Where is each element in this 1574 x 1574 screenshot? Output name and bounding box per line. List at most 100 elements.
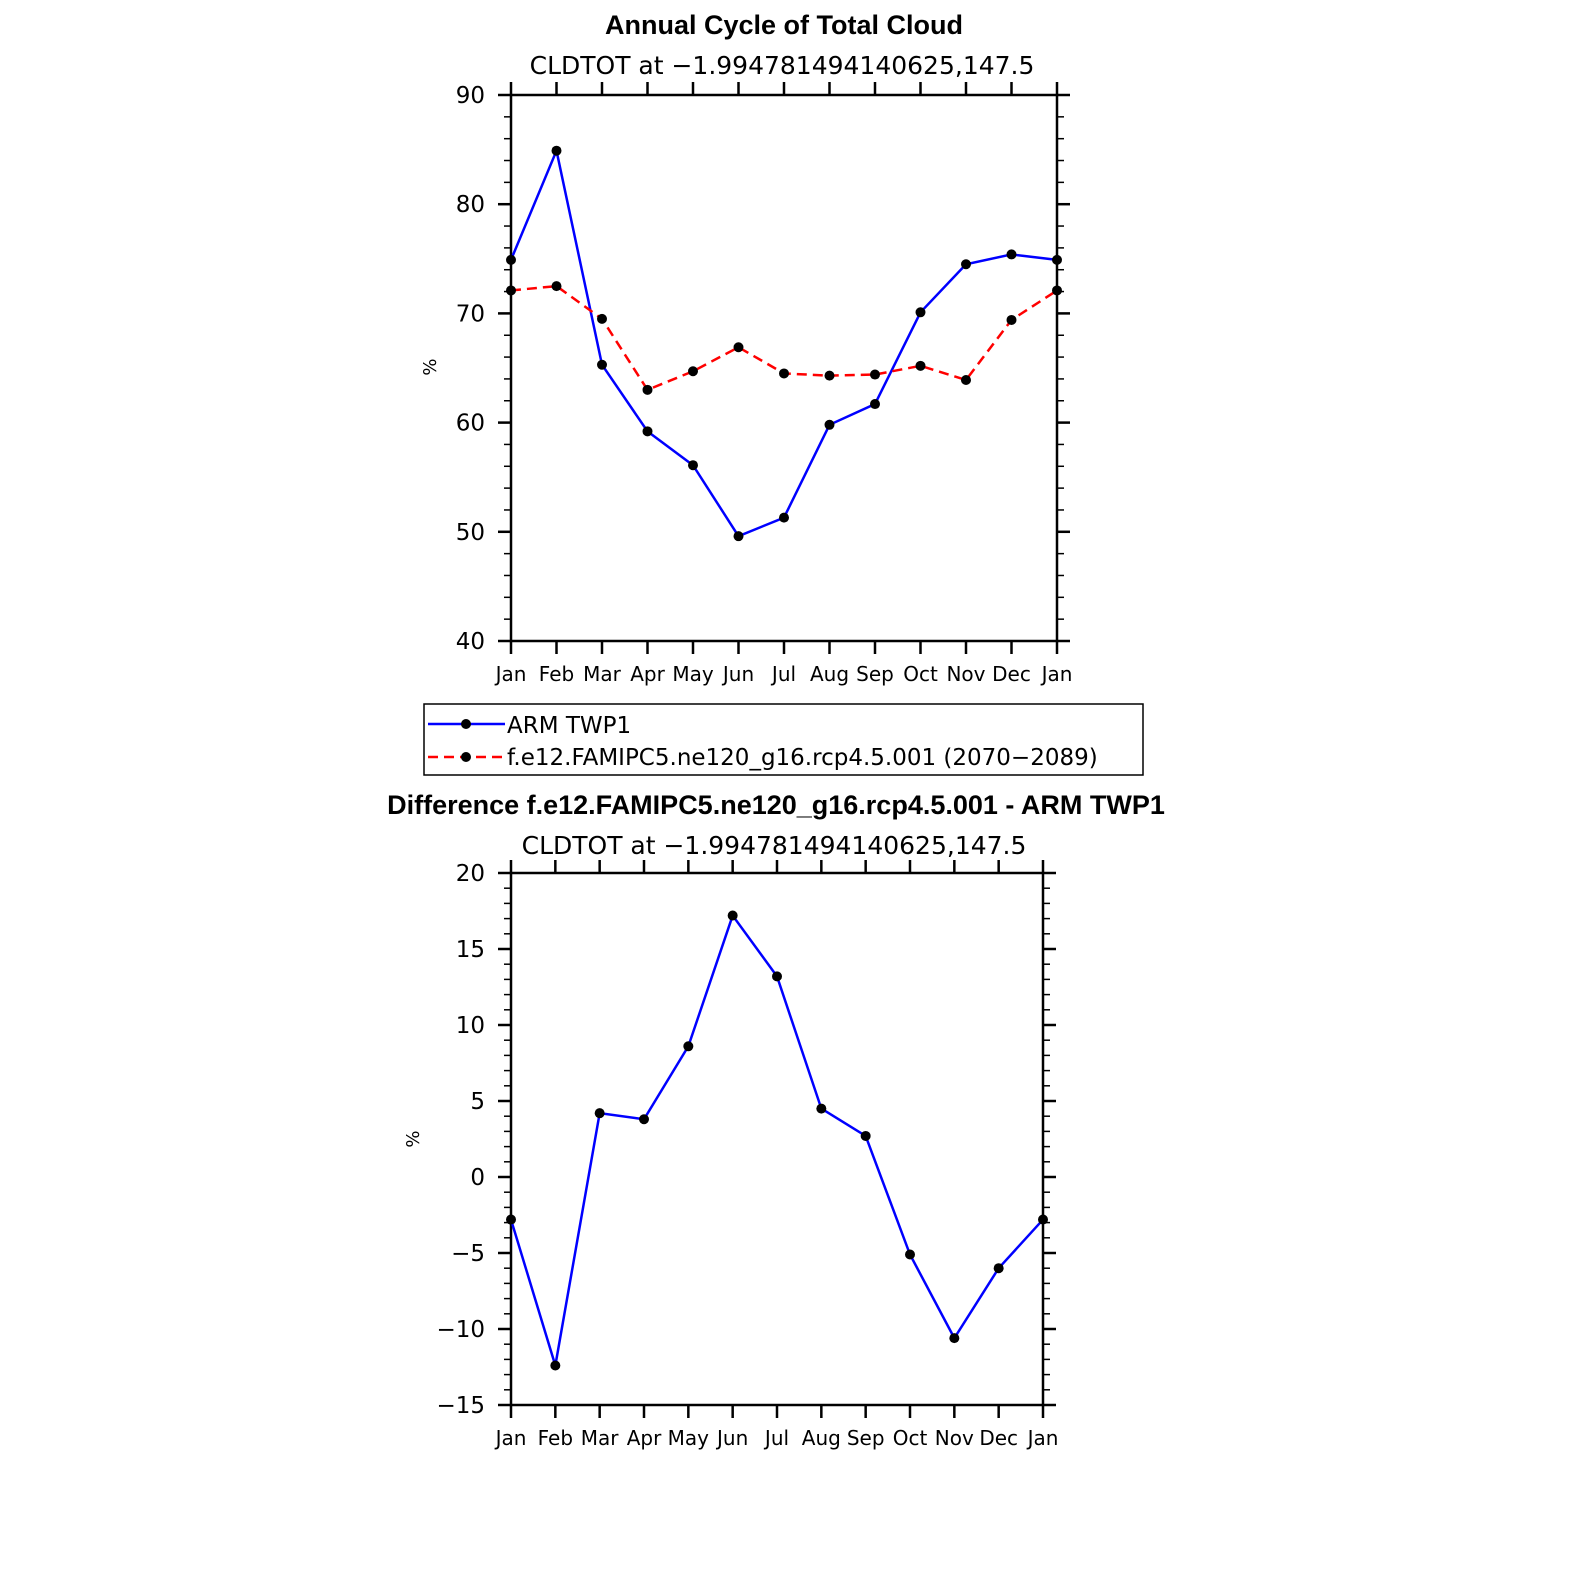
x-tick-label: Feb	[538, 1426, 573, 1450]
data-point-0	[993, 1263, 1004, 1274]
data-point-0	[506, 1214, 516, 1225]
x-tick-label: Apr	[627, 1426, 662, 1450]
x-tick-label: Mar	[583, 662, 622, 686]
plot-area: −15 −10 −5 0 5 10 15 20 Jan Feb Mar Apr May Jun Jul Aug…	[436, 860, 1058, 1450]
y-tick-label: 40	[456, 629, 485, 655]
y-tick-label: 50	[456, 520, 485, 546]
data-point-0	[816, 1103, 827, 1114]
x-tick-label: Jan	[494, 1426, 527, 1450]
legend-marker-arm	[461, 719, 471, 729]
legend-entry-arm: ARM TWP1	[428, 713, 631, 739]
legend-marker-model	[461, 752, 471, 762]
data-point-0	[597, 359, 607, 370]
data-point-1	[915, 360, 926, 371]
plot-frame	[509, 93, 1059, 643]
x-tick-label: Jun	[721, 662, 754, 686]
data-point-1	[824, 370, 835, 381]
data-point-0	[860, 1130, 871, 1141]
data-point-1	[551, 281, 562, 292]
data-point-1	[506, 285, 516, 296]
data-point-1	[779, 368, 789, 379]
y-tick-label: −15	[436, 1393, 485, 1419]
legend-label-arm: ARM TWP1	[507, 713, 631, 739]
legend-box	[423, 703, 1144, 776]
legend-entry-model: f.e12.FAMIPC5.ne120_g16.rcp4.5.001 (2070…	[428, 745, 1098, 771]
x-tick-label: Jun	[715, 1426, 748, 1450]
data-point-0	[870, 399, 880, 410]
x-tick-label: Apr	[630, 662, 665, 686]
x-tick-label: Aug	[802, 1426, 841, 1450]
data-point-1	[870, 369, 880, 380]
data-point-0	[642, 426, 653, 437]
y-tick-label: 15	[456, 937, 485, 963]
data-point-0	[1052, 254, 1062, 265]
data-point-0	[639, 1114, 649, 1125]
x-tick-label: Jul	[770, 662, 796, 686]
y-axis-label: %	[403, 1130, 424, 1147]
y-tick-label: 60	[456, 411, 485, 437]
data-point-1	[733, 342, 744, 353]
data-point-1	[642, 384, 653, 395]
y-tick-label: 80	[456, 192, 485, 218]
data-point-0	[1038, 1214, 1048, 1225]
x-tick-label: Sep	[856, 662, 894, 686]
series-line-0	[509, 912, 1044, 1366]
x-tick-label: Dec	[992, 662, 1031, 686]
data-point-0	[824, 419, 835, 430]
y-tick-label: −10	[436, 1317, 485, 1343]
x-tick-label: Oct	[893, 1426, 928, 1450]
chart-subtitle: CLDTOT at −1.994781494140625,147.5	[522, 831, 1027, 860]
y-tick-label: 90	[456, 83, 485, 109]
data-point-0	[915, 307, 926, 318]
data-point-1	[1052, 285, 1062, 296]
annual-cycle-chart: Annual Cycle of Total Cloud CLDTOT at −1…	[420, 10, 1072, 686]
data-point-1	[597, 313, 607, 324]
legend-label-model: f.e12.FAMIPC5.ne120_g16.rcp4.5.001 (2070…	[507, 745, 1098, 771]
data-point-0	[772, 971, 782, 982]
x-tick-label: Jan	[494, 662, 527, 686]
x-tick-label: Nov	[935, 1426, 974, 1450]
x-tick-label: Aug	[810, 662, 849, 686]
data-point-0	[961, 259, 971, 270]
y-tick-label: 10	[456, 1013, 485, 1039]
plot-area: 40 50 60 70 80 90 Jan Feb Mar Apr May Jun Jul Aug Sep O…	[456, 82, 1073, 686]
chart-subtitle: CLDTOT at −1.994781494140625,147.5	[530, 51, 1035, 80]
x-tick-label: May	[672, 662, 714, 686]
data-point-0	[727, 910, 738, 921]
chart-title: Annual Cycle of Total Cloud	[605, 10, 963, 40]
data-point-0	[683, 1041, 694, 1052]
data-point-0	[779, 512, 789, 523]
y-tick-label: 70	[456, 301, 485, 327]
x-tick-label: Dec	[979, 1426, 1018, 1450]
x-tick-label: Mar	[581, 1426, 620, 1450]
data-point-0	[733, 531, 744, 542]
y-axis-label: %	[420, 358, 441, 375]
data-point-0	[949, 1333, 960, 1344]
chart-title: Difference f.e12.FAMIPC5.ne120_g16.rcp4.…	[387, 790, 1165, 820]
data-point-0	[1006, 249, 1017, 260]
y-tick-label: 20	[456, 861, 485, 887]
series-line-0	[509, 146, 1058, 538]
x-tick-label: May	[668, 1426, 710, 1450]
x-tick-label: Feb	[539, 662, 574, 686]
x-tick-label: Sep	[847, 1426, 885, 1450]
data-point-0	[594, 1108, 605, 1119]
data-point-0	[550, 1360, 561, 1371]
y-tick-label: 0	[470, 1165, 485, 1191]
legend: ARM TWP1 f.e12.FAMIPC5.ne120_g16.rcp4.5.…	[423, 703, 1144, 776]
y-tick-label: 5	[470, 1089, 485, 1115]
data-point-1	[1006, 314, 1017, 325]
data-point-0	[551, 145, 562, 156]
x-tick-label: Jul	[763, 1426, 789, 1450]
data-point-0	[506, 254, 516, 265]
x-tick-label: Nov	[946, 662, 985, 686]
data-point-1	[688, 366, 698, 377]
y-tick-label: −5	[451, 1241, 485, 1267]
x-tick-label: Jan	[1026, 1426, 1059, 1450]
x-tick-label: Oct	[903, 662, 938, 686]
x-tick-label: Jan	[1040, 662, 1073, 686]
difference-chart: Difference f.e12.FAMIPC5.ne120_g16.rcp4.…	[387, 790, 1165, 1450]
data-point-1	[961, 375, 971, 386]
data-point-0	[688, 460, 698, 471]
